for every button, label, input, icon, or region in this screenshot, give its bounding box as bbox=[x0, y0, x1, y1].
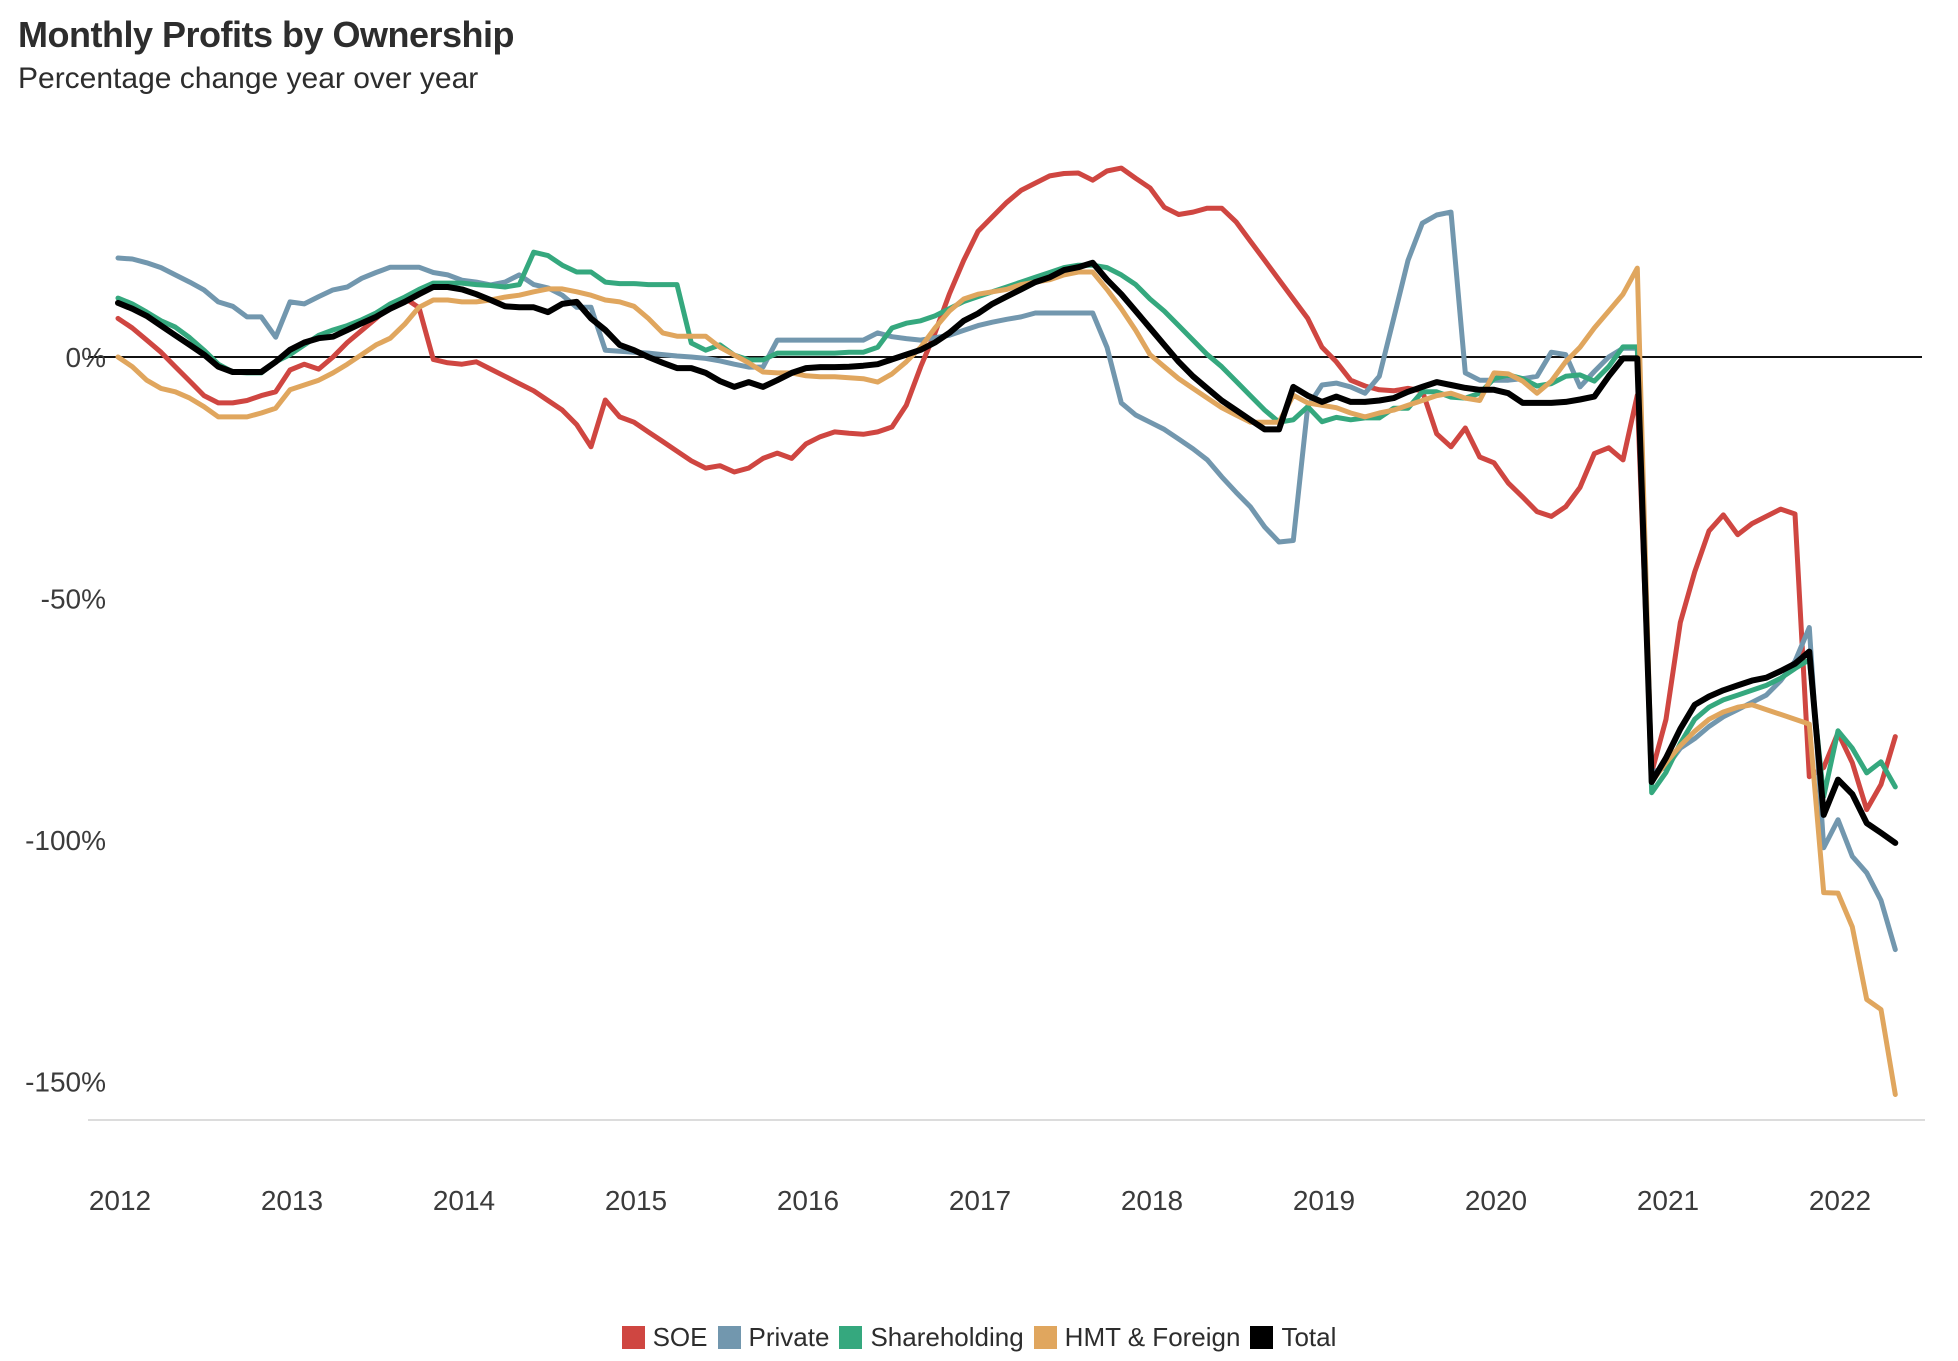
x-axis-tick-label: 2021 bbox=[1637, 1185, 1699, 1216]
legend-item-soe: SOE bbox=[621, 1322, 708, 1353]
legend-swatch-soe bbox=[621, 1326, 645, 1349]
legend-item-private: Private bbox=[717, 1322, 830, 1353]
x-axis-tick-label: 2012 bbox=[89, 1185, 151, 1216]
chart-title: Monthly Profits by Ownership bbox=[18, 14, 515, 55]
y-axis-tick-label: 0% bbox=[66, 342, 106, 373]
legend-item-total: Total bbox=[1250, 1322, 1336, 1353]
x-axis-tick-label: 2015 bbox=[605, 1185, 667, 1216]
y-axis-tick-label: -150% bbox=[25, 1067, 106, 1098]
legend-label-total: Total bbox=[1281, 1322, 1337, 1352]
legend-item-hmt-foreign: HMT & Foreign bbox=[1033, 1322, 1241, 1353]
series-line-soe bbox=[115, 165, 1898, 813]
series-line-total bbox=[115, 259, 1899, 846]
x-axis-tick-label: 2020 bbox=[1465, 1185, 1527, 1216]
legend-swatch-private bbox=[717, 1326, 741, 1349]
chart-legend: SOE Private Shareholding HMT & Foreign Total bbox=[0, 1322, 1958, 1353]
legend-label-shareholding: Shareholding bbox=[870, 1322, 1024, 1352]
x-axis-tick-label: 2019 bbox=[1293, 1185, 1355, 1216]
series-line-shareholding bbox=[115, 249, 1898, 799]
legend-swatch-total bbox=[1250, 1326, 1274, 1349]
y-axis-tick-label: -100% bbox=[25, 825, 106, 856]
chart-subtitle: Percentage change year over year bbox=[18, 62, 479, 95]
legend-item-shareholding: Shareholding bbox=[839, 1322, 1024, 1353]
x-axis-tick-label: 2022 bbox=[1809, 1185, 1871, 1216]
legend-swatch-shareholding bbox=[839, 1326, 863, 1349]
legend-label-soe: SOE bbox=[652, 1322, 708, 1352]
x-axis-tick-label: 2017 bbox=[949, 1185, 1011, 1216]
x-axis-tick-label: 2016 bbox=[777, 1185, 839, 1216]
legend-swatch-hmt-foreign bbox=[1033, 1326, 1057, 1349]
legend-label-private: Private bbox=[748, 1322, 830, 1352]
series-line-hmt-foreign bbox=[115, 265, 1898, 1097]
legend-label-hmt-foreign: HMT & Foreign bbox=[1064, 1322, 1241, 1352]
x-axis-tick-label: 2018 bbox=[1121, 1185, 1183, 1216]
x-axis-tick-label: 2014 bbox=[433, 1185, 495, 1216]
x-axis-tick-label: 2013 bbox=[261, 1185, 323, 1216]
series-line-private bbox=[115, 209, 1898, 953]
y-axis-tick-label: -50% bbox=[41, 584, 106, 615]
